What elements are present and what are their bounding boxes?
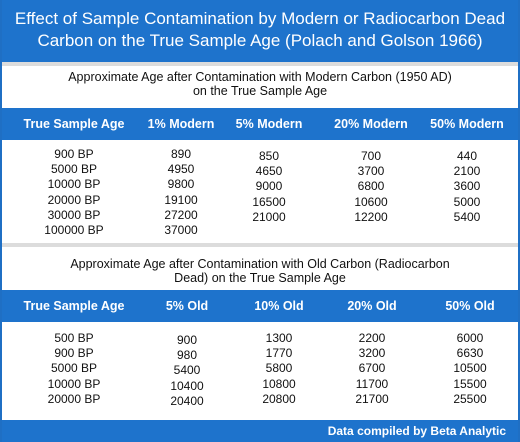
old-col-10pct: 1300 1770 5800 10800 20800 xyxy=(262,331,295,407)
table-cell: 11700 xyxy=(355,376,389,391)
modern-header-true-age: True Sample Age xyxy=(23,117,125,131)
table-cell: 5800 xyxy=(265,361,293,376)
table-cell: 980 xyxy=(176,348,198,363)
table-cell: 10000 BP xyxy=(47,376,101,391)
table-cell: 100000 BP xyxy=(44,222,104,237)
old-col-20pct: 2200 3200 6700 11700 21700 xyxy=(355,331,388,407)
modern-header-50pct: 50% Modern xyxy=(430,117,504,131)
table-cell: 20000 BP xyxy=(47,192,101,207)
table-cell: 25500 xyxy=(453,391,487,406)
table-cell: 500 BP xyxy=(54,331,94,345)
old-header-20pct: 20% Old xyxy=(347,299,397,313)
table-cell: 9800 xyxy=(167,177,195,192)
table-cell: 6700 xyxy=(358,361,386,376)
table-cell: 3600 xyxy=(453,179,481,194)
table-cell: 6630 xyxy=(456,346,484,361)
table-cell: 2200 xyxy=(358,331,386,345)
table-cell: 3200 xyxy=(358,346,386,361)
footer-credit: Data compiled by Beta Analytic xyxy=(2,420,518,442)
table-cell: 850 xyxy=(258,149,280,163)
old-col-true-age: 500 BP 900 BP 5000 BP 10000 BP 20000 BP xyxy=(48,331,101,407)
table-cell: 16500 xyxy=(252,194,286,209)
table-cell: 900 BP xyxy=(54,147,94,161)
table-cell: 20000 BP xyxy=(47,391,101,406)
old-header-5pct: 5% Old xyxy=(165,299,209,313)
table-cell: 19100 xyxy=(164,192,198,207)
old-subtitle-line-1: Approximate Age after Contamination with… xyxy=(70,257,450,271)
modern-header-row: True Sample Age 1% Modern 5% Modern 20% … xyxy=(2,108,518,140)
modern-col-5pct: 850 4650 9000 16500 21000 xyxy=(252,149,285,225)
modern-col-true-age: 900 BP 5000 BP 10000 BP 20000 BP 30000 B… xyxy=(44,147,103,238)
title-line-2: Carbon on the True Sample Age (Polach an… xyxy=(37,31,483,50)
table-cell: 30000 BP xyxy=(47,207,101,222)
table-cell: 10500 xyxy=(453,361,487,376)
table-cell: 12200 xyxy=(354,209,388,224)
old-subtitle-line-2: Dead) on the True Sample Age xyxy=(174,271,346,285)
modern-subtitle-line-2: on the True Sample Age xyxy=(192,84,328,98)
table-cell: 2100 xyxy=(453,164,481,179)
table-cell: 3700 xyxy=(357,164,385,179)
table-cell: 20400 xyxy=(170,393,204,408)
table-cell: 900 BP xyxy=(54,346,94,361)
old-col-50pct: 6000 6630 10500 15500 25500 xyxy=(453,331,486,407)
table-cell: 10400 xyxy=(170,378,204,393)
modern-subtitle: Approximate Age after Contamination with… xyxy=(2,70,518,98)
table-cell: 9000 xyxy=(255,179,283,194)
table-cell: 900 xyxy=(176,333,198,347)
table-cell: 21700 xyxy=(355,391,389,406)
old-subtitle: Approximate Age after Contamination with… xyxy=(2,257,518,285)
modern-subtitle-line-1: Approximate Age after Contamination with… xyxy=(68,70,452,84)
title-line-1: Effect of Sample Contamination by Modern… xyxy=(14,9,506,28)
old-header-row: True Sample Age 5% Old 10% Old 20% Old 5… xyxy=(2,290,518,322)
modern-col-20pct: 700 3700 6800 10600 12200 xyxy=(354,149,387,225)
modern-header-5pct: 5% Modern xyxy=(235,117,303,131)
table-cell: 10800 xyxy=(262,376,296,391)
separator-top xyxy=(2,62,518,66)
modern-col-50pct: 440 2100 3600 5000 5400 xyxy=(454,149,481,225)
table-cell: 6800 xyxy=(357,179,385,194)
table-cell: 37000 xyxy=(164,222,198,237)
table-cell: 5000 BP xyxy=(50,361,98,376)
table-cell: 4950 xyxy=(167,162,195,177)
table-cell: 27200 xyxy=(164,207,198,222)
table-cell: 890 xyxy=(170,147,192,161)
table-cell: 5400 xyxy=(173,363,201,378)
old-header-true-age: True Sample Age xyxy=(23,299,125,313)
table-cell: 5000 xyxy=(453,194,481,209)
table-cell: 20800 xyxy=(262,391,296,406)
table-cell: 15500 xyxy=(453,376,487,391)
table-cell: 1770 xyxy=(265,346,293,361)
modern-header-20pct: 20% Modern xyxy=(334,117,408,131)
table-cell: 440 xyxy=(456,149,478,163)
table-cell: 10600 xyxy=(354,194,388,209)
table-cell: 10000 BP xyxy=(47,177,101,192)
separator-middle xyxy=(2,243,518,247)
modern-col-1pct: 890 4950 9800 19100 27200 37000 xyxy=(164,147,197,238)
table-cell: 6000 xyxy=(456,331,484,345)
table-cell: 1300 xyxy=(265,331,293,345)
modern-header-1pct: 1% Modern xyxy=(147,117,215,131)
old-header-10pct: 10% Old xyxy=(254,299,304,313)
table-cell: 4650 xyxy=(255,164,283,179)
table-cell: 5400 xyxy=(453,209,481,224)
table-cell: 700 xyxy=(360,149,382,163)
table-cell: 5000 BP xyxy=(50,162,98,177)
title-bar: Effect of Sample Contamination by Modern… xyxy=(2,0,518,62)
table-cell: 21000 xyxy=(252,209,286,224)
old-header-50pct: 50% Old xyxy=(445,299,495,313)
old-col-5pct: 900 980 5400 10400 20400 xyxy=(170,333,203,409)
